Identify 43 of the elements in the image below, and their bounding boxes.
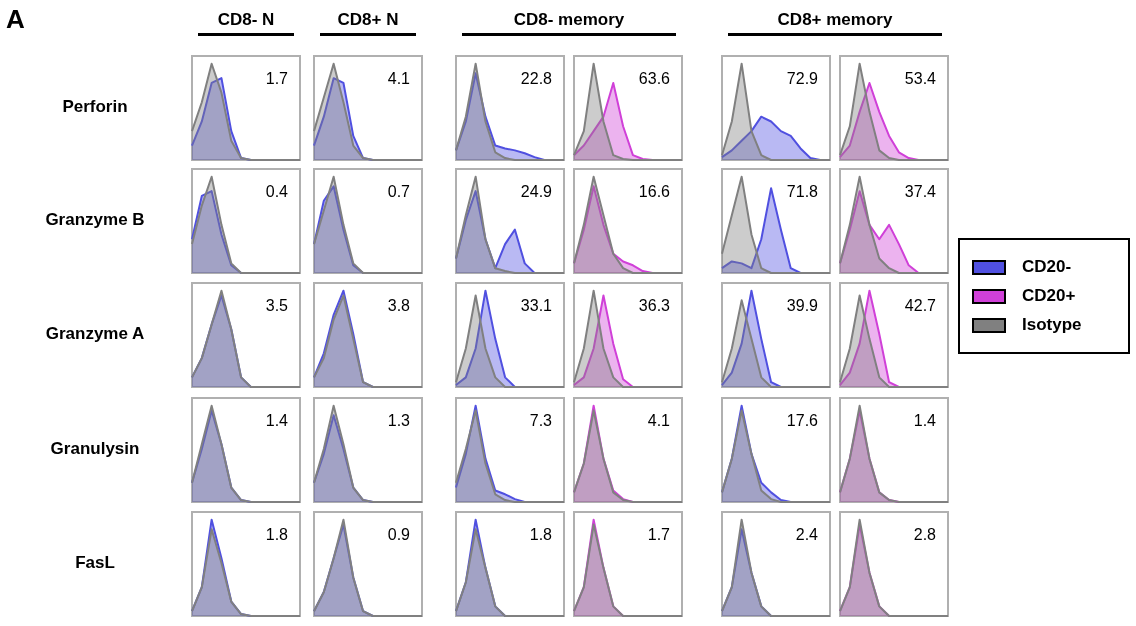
annotation: 7.3 bbox=[529, 411, 553, 429]
y-axis-title: Granzyme B bbox=[44, 210, 146, 230]
annotation: 63.6 bbox=[638, 69, 671, 87]
y-axis-title: Perforin bbox=[61, 97, 129, 117]
annotation: 2.4 bbox=[795, 525, 819, 543]
annotation: 37.4 bbox=[904, 182, 937, 200]
annotation: 72.9 bbox=[786, 69, 819, 87]
annotation: 0.9 bbox=[387, 525, 411, 543]
y-axis-title: Granzyme A bbox=[44, 324, 146, 344]
annotation: 53.4 bbox=[904, 69, 937, 87]
annotation: 71.8 bbox=[786, 182, 819, 200]
legend-label: CD20+ bbox=[1022, 286, 1076, 306]
annotation: 42.7 bbox=[904, 296, 937, 314]
annotation: 3.8 bbox=[387, 296, 411, 314]
annotation: 22.8 bbox=[520, 69, 553, 87]
chart-title: CD8- N bbox=[198, 10, 294, 36]
y-axis-title: FasL bbox=[74, 553, 116, 573]
y-axis-title: Granulysin bbox=[49, 439, 141, 459]
annotation: 16.6 bbox=[638, 182, 671, 200]
annotation: 39.9 bbox=[786, 296, 819, 314]
annotation: 36.3 bbox=[638, 296, 671, 314]
annotation: 4.1 bbox=[387, 69, 411, 87]
annotation: 1.7 bbox=[265, 69, 289, 87]
annotation: 1.8 bbox=[529, 525, 553, 543]
annotation: 1.8 bbox=[265, 525, 289, 543]
text: A bbox=[6, 4, 25, 35]
legend-label: CD20- bbox=[1022, 257, 1072, 277]
chart-title: CD8- memory bbox=[462, 10, 676, 36]
chart-title: CD8+ memory bbox=[728, 10, 942, 36]
annotation: 24.9 bbox=[520, 182, 553, 200]
chart-title: CD8+ N bbox=[320, 10, 416, 36]
annotation: 4.1 bbox=[647, 411, 671, 429]
annotation: 33.1 bbox=[520, 296, 553, 314]
annotation: 17.6 bbox=[786, 411, 819, 429]
annotation: 0.7 bbox=[387, 182, 411, 200]
annotation: 0.4 bbox=[265, 182, 289, 200]
annotation: 1.7 bbox=[647, 525, 671, 543]
annotation: 2.8 bbox=[913, 525, 937, 543]
annotation: 1.3 bbox=[387, 411, 411, 429]
annotation: 1.4 bbox=[265, 411, 289, 429]
annotation: 1.4 bbox=[913, 411, 937, 429]
legend-label: Isotype bbox=[1022, 315, 1082, 335]
annotation: 3.5 bbox=[265, 296, 289, 314]
